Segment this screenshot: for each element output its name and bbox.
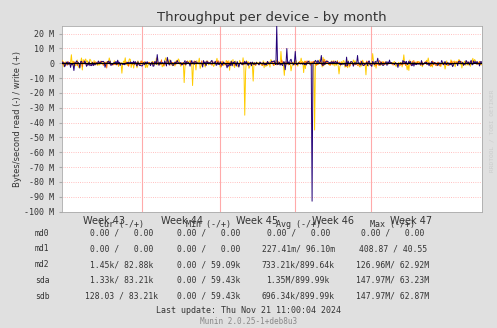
Text: md1: md1: [35, 244, 49, 254]
Text: 0.00 / 59.43k: 0.00 / 59.43k: [177, 276, 241, 285]
Text: Min (-/+): Min (-/+): [186, 220, 231, 229]
Text: 147.97M/ 62.87M: 147.97M/ 62.87M: [356, 292, 429, 301]
Text: Munin 2.0.25-1+deb8u3: Munin 2.0.25-1+deb8u3: [200, 317, 297, 326]
Text: 0.00 /   0.00: 0.00 / 0.00: [177, 229, 241, 238]
Text: 0.00 / 59.09k: 0.00 / 59.09k: [177, 260, 241, 269]
Text: Max (-/+): Max (-/+): [370, 220, 415, 229]
Text: md2: md2: [35, 260, 49, 269]
Text: Avg (-/+): Avg (-/+): [276, 220, 321, 229]
Text: sda: sda: [35, 276, 49, 285]
Text: 1.33k/ 83.21k: 1.33k/ 83.21k: [90, 276, 154, 285]
Text: 0.00 /   0.00: 0.00 / 0.00: [361, 229, 424, 238]
Text: RRDTOOL / TOBI OETIKER: RRDTOOL / TOBI OETIKER: [490, 90, 495, 173]
Text: 0.00 /   0.00: 0.00 / 0.00: [90, 244, 154, 254]
Text: 0.00 /   0.00: 0.00 / 0.00: [177, 244, 241, 254]
Y-axis label: Bytes/second read (-) / write (+): Bytes/second read (-) / write (+): [13, 51, 22, 187]
Text: 0.00 / 59.43k: 0.00 / 59.43k: [177, 292, 241, 301]
Text: 0.00 /   0.00: 0.00 / 0.00: [266, 229, 330, 238]
Title: Throughput per device - by month: Throughput per device - by month: [157, 11, 387, 24]
Text: Cur (-/+): Cur (-/+): [99, 220, 144, 229]
Text: 147.97M/ 63.23M: 147.97M/ 63.23M: [356, 276, 429, 285]
Text: Last update: Thu Nov 21 11:00:04 2024: Last update: Thu Nov 21 11:00:04 2024: [156, 306, 341, 316]
Text: 0.00 /   0.00: 0.00 / 0.00: [90, 229, 154, 238]
Text: 733.21k/899.64k: 733.21k/899.64k: [261, 260, 335, 269]
Text: sdb: sdb: [35, 292, 49, 301]
Text: 696.34k/899.99k: 696.34k/899.99k: [261, 292, 335, 301]
Text: md0: md0: [35, 229, 49, 238]
Text: 1.45k/ 82.88k: 1.45k/ 82.88k: [90, 260, 154, 269]
Text: 408.87 / 40.55: 408.87 / 40.55: [358, 244, 427, 254]
Text: 227.41m/ 96.10m: 227.41m/ 96.10m: [261, 244, 335, 254]
Text: 128.03 / 83.21k: 128.03 / 83.21k: [85, 292, 159, 301]
Text: 126.96M/ 62.92M: 126.96M/ 62.92M: [356, 260, 429, 269]
Text: 1.35M/899.99k: 1.35M/899.99k: [266, 276, 330, 285]
